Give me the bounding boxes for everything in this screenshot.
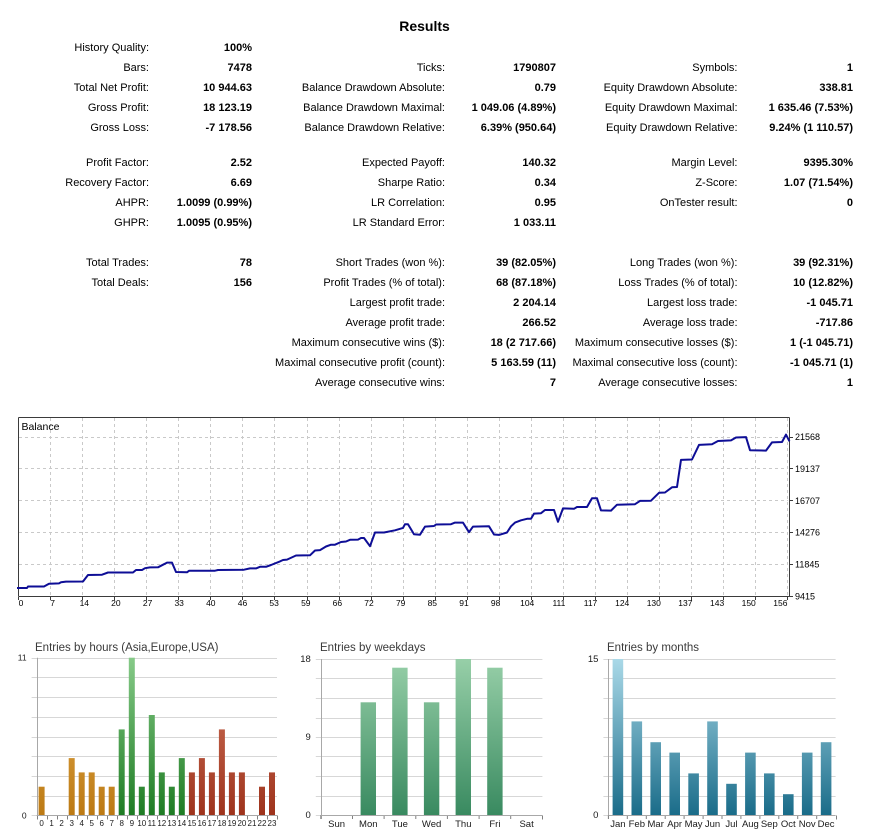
- svg-text:59: 59: [301, 598, 311, 608]
- svg-text:143: 143: [710, 598, 724, 608]
- svg-text:20: 20: [111, 598, 121, 608]
- svg-text:11: 11: [18, 653, 27, 663]
- svg-text:19137: 19137: [795, 464, 820, 474]
- svg-text:21568: 21568: [795, 432, 820, 442]
- svg-text:85: 85: [428, 598, 438, 608]
- svg-text:Tue: Tue: [392, 819, 408, 830]
- svg-text:Mon: Mon: [359, 819, 377, 830]
- svg-text:11: 11: [148, 819, 157, 828]
- svg-text:3: 3: [69, 819, 74, 828]
- svg-text:Fri: Fri: [489, 819, 500, 830]
- svg-text:Entries by hours (Asia,Europe,: Entries by hours (Asia,Europe,USA): [35, 642, 219, 654]
- svg-text:27: 27: [143, 598, 153, 608]
- svg-text:111: 111: [552, 598, 565, 608]
- svg-text:98: 98: [491, 598, 501, 608]
- svg-text:6: 6: [99, 819, 104, 828]
- svg-text:Jun: Jun: [705, 819, 720, 830]
- svg-text:18: 18: [217, 819, 226, 828]
- svg-text:137: 137: [678, 598, 692, 608]
- svg-text:2: 2: [59, 819, 64, 828]
- svg-text:Wed: Wed: [422, 819, 441, 830]
- svg-text:May: May: [685, 819, 703, 830]
- svg-text:Mar: Mar: [648, 819, 664, 830]
- svg-text:150: 150: [742, 598, 756, 608]
- svg-text:33: 33: [174, 598, 184, 608]
- svg-text:Aug: Aug: [742, 819, 759, 830]
- svg-text:91: 91: [459, 598, 469, 608]
- svg-text:9415: 9415: [795, 592, 815, 602]
- svg-text:124: 124: [615, 598, 629, 608]
- svg-text:5: 5: [89, 819, 94, 828]
- svg-text:0: 0: [22, 810, 27, 820]
- svg-text:14: 14: [177, 819, 186, 828]
- svg-text:0: 0: [593, 810, 598, 821]
- svg-text:117: 117: [584, 598, 598, 608]
- svg-text:Sat: Sat: [519, 819, 534, 830]
- svg-text:10: 10: [137, 819, 146, 828]
- svg-text:72: 72: [364, 598, 374, 608]
- svg-text:104: 104: [520, 598, 534, 608]
- svg-text:1: 1: [49, 819, 54, 828]
- svg-text:53: 53: [269, 598, 279, 608]
- svg-text:8: 8: [119, 819, 124, 828]
- svg-text:4: 4: [79, 819, 84, 828]
- svg-text:Jul: Jul: [725, 819, 737, 830]
- svg-text:Apr: Apr: [667, 819, 682, 830]
- svg-text:15: 15: [187, 819, 196, 828]
- svg-text:46: 46: [238, 598, 248, 608]
- svg-text:22: 22: [258, 819, 267, 828]
- svg-text:21: 21: [248, 819, 257, 828]
- svg-text:0: 0: [39, 819, 44, 828]
- svg-text:7: 7: [109, 819, 114, 828]
- svg-text:0: 0: [19, 598, 24, 608]
- svg-text:13: 13: [167, 819, 176, 828]
- svg-text:Nov: Nov: [799, 819, 816, 830]
- svg-text:9: 9: [306, 732, 311, 743]
- svg-text:17: 17: [207, 819, 216, 828]
- svg-text:14: 14: [80, 598, 90, 608]
- svg-text:Feb: Feb: [629, 819, 645, 830]
- svg-text:79: 79: [396, 598, 406, 608]
- svg-text:156: 156: [773, 598, 787, 608]
- svg-text:0: 0: [306, 810, 311, 821]
- svg-text:11845: 11845: [795, 560, 819, 570]
- svg-text:40: 40: [206, 598, 216, 608]
- svg-text:Sep: Sep: [761, 819, 778, 830]
- svg-text:Thu: Thu: [455, 819, 471, 830]
- svg-text:18: 18: [300, 654, 311, 665]
- svg-text:16707: 16707: [795, 496, 820, 506]
- svg-text:23: 23: [268, 819, 277, 828]
- svg-text:20: 20: [237, 819, 246, 828]
- svg-text:12: 12: [157, 819, 166, 828]
- svg-text:Oct: Oct: [781, 819, 796, 830]
- svg-text:9: 9: [130, 819, 135, 828]
- svg-text:14276: 14276: [795, 528, 820, 538]
- svg-text:Entries by months: Entries by months: [607, 642, 699, 654]
- svg-text:16: 16: [197, 819, 206, 828]
- svg-text:15: 15: [588, 654, 599, 665]
- svg-text:Balance: Balance: [22, 421, 60, 433]
- svg-text:Jan: Jan: [610, 819, 625, 830]
- svg-text:19: 19: [227, 819, 236, 828]
- svg-text:130: 130: [647, 598, 661, 608]
- svg-text:Dec: Dec: [818, 819, 835, 830]
- svg-text:Sun: Sun: [328, 819, 345, 830]
- svg-text:66: 66: [333, 598, 343, 608]
- svg-text:7: 7: [50, 598, 55, 608]
- svg-text:Entries by weekdays: Entries by weekdays: [320, 642, 426, 654]
